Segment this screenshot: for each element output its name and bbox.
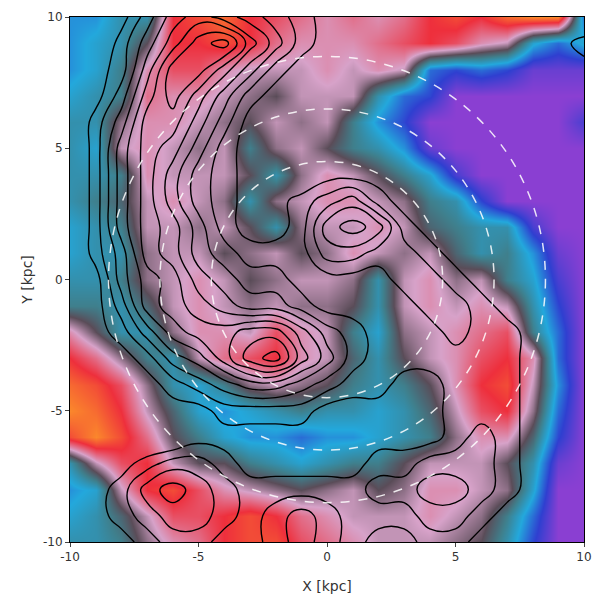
svg-text:10: 10	[47, 10, 62, 24]
svg-text:5: 5	[55, 141, 63, 155]
svg-text:X [kpc]: X [kpc]	[302, 578, 352, 594]
svg-text:10: 10	[576, 550, 591, 564]
svg-text:-10: -10	[60, 550, 80, 564]
svg-text:-10: -10	[43, 535, 63, 549]
svg-text:Y [kpc]: Y [kpc]	[19, 255, 35, 305]
svg-text:0: 0	[323, 550, 331, 564]
svg-text:-5: -5	[193, 550, 205, 564]
svg-text:5: 5	[452, 550, 460, 564]
svg-text:0: 0	[55, 273, 63, 287]
svg-text:-5: -5	[51, 404, 63, 418]
